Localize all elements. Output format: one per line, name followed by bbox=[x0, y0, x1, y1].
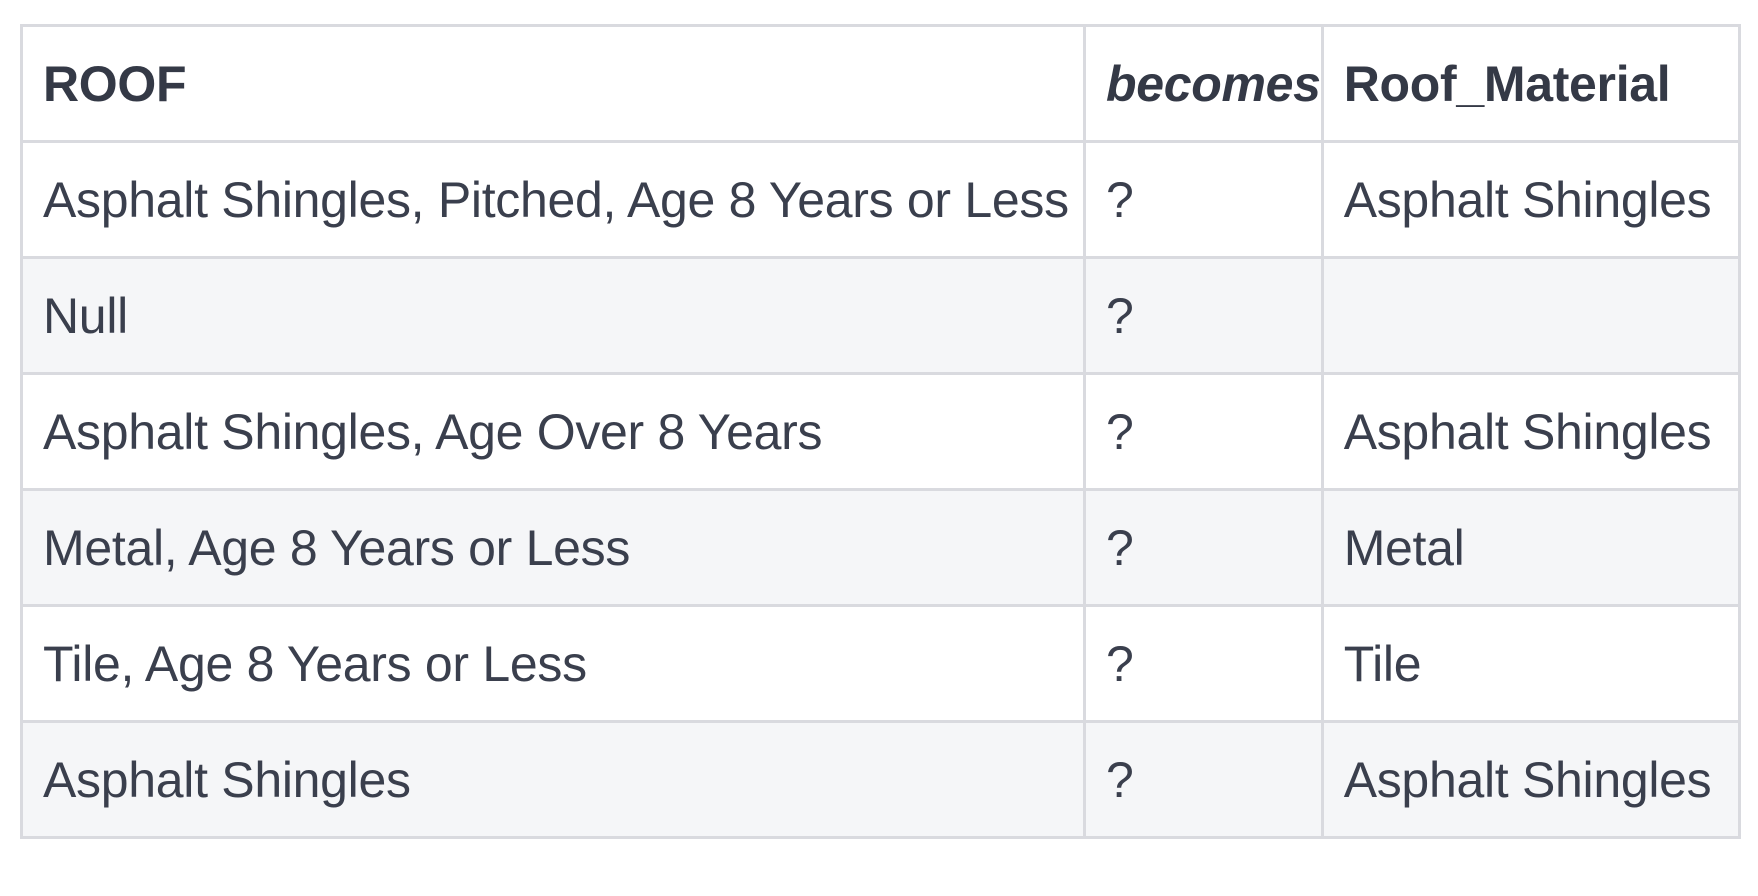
cell-roof: Metal, Age 8 Years or Less bbox=[20, 488, 1086, 607]
cell-roof-material: Asphalt Shingles bbox=[1320, 720, 1741, 839]
table-container: ROOF becomes Roof_Material Asphalt Shing… bbox=[20, 24, 1741, 839]
table-row: Metal, Age 8 Years or Less ? Metal bbox=[20, 488, 1741, 607]
cell-becomes: ? bbox=[1083, 720, 1324, 839]
cell-roof-material bbox=[1320, 256, 1741, 375]
cell-roof-material: Asphalt Shingles bbox=[1320, 372, 1741, 491]
table-row: Null ? bbox=[20, 256, 1741, 375]
table-row: Asphalt Shingles ? Asphalt Shingles bbox=[20, 720, 1741, 839]
cell-becomes: ? bbox=[1083, 488, 1324, 607]
cell-roof: Null bbox=[20, 256, 1086, 375]
table-row: Asphalt Shingles, Pitched, Age 8 Years o… bbox=[20, 140, 1741, 259]
cell-becomes: ? bbox=[1083, 372, 1324, 491]
cell-becomes: ? bbox=[1083, 604, 1324, 723]
cell-roof: Asphalt Shingles, Pitched, Age 8 Years o… bbox=[20, 140, 1086, 259]
header-roof: ROOF bbox=[20, 24, 1086, 143]
roof-mapping-table: ROOF becomes Roof_Material Asphalt Shing… bbox=[20, 24, 1741, 839]
cell-becomes: ? bbox=[1083, 140, 1324, 259]
cell-becomes: ? bbox=[1083, 256, 1324, 375]
header-row: ROOF becomes Roof_Material bbox=[20, 24, 1741, 143]
cell-roof: Asphalt Shingles bbox=[20, 720, 1086, 839]
cell-roof: Asphalt Shingles, Age Over 8 Years bbox=[20, 372, 1086, 491]
cell-roof-material: Tile bbox=[1320, 604, 1741, 723]
cell-roof-material: Asphalt Shingles bbox=[1320, 140, 1741, 259]
header-roof-material: Roof_Material bbox=[1320, 24, 1741, 143]
table-row: Tile, Age 8 Years or Less ? Tile bbox=[20, 604, 1741, 723]
table-row: Asphalt Shingles, Age Over 8 Years ? Asp… bbox=[20, 372, 1741, 491]
cell-roof-material: Metal bbox=[1320, 488, 1741, 607]
cell-roof: Tile, Age 8 Years or Less bbox=[20, 604, 1086, 723]
header-becomes: becomes bbox=[1083, 24, 1324, 143]
